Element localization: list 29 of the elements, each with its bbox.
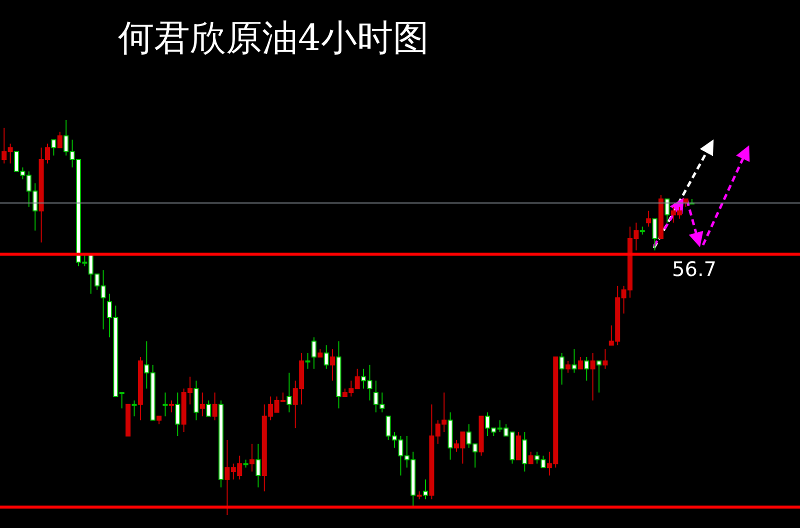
chart-title: 何君欣原油4小时图	[118, 17, 429, 61]
candlestick	[596, 360, 602, 394]
candlestick	[602, 348, 608, 370]
candlestick	[516, 432, 521, 460]
candlestick	[652, 218, 658, 251]
candlestick	[566, 360, 571, 374]
candlestick	[249, 443, 254, 472]
candlestick	[212, 392, 218, 421]
candlestick	[51, 139, 56, 156]
candlestick	[206, 400, 212, 417]
candlestick	[578, 356, 583, 370]
candlestick	[200, 392, 205, 417]
candlestick	[559, 352, 564, 386]
candlestick	[194, 380, 199, 421]
candlestick	[572, 348, 577, 374]
candlestick	[528, 451, 534, 464]
candlestick	[132, 400, 137, 417]
candlestick	[522, 432, 528, 472]
candlestick	[305, 352, 310, 370]
candlestick	[646, 210, 652, 228]
candlestick	[330, 348, 336, 382]
candlestick	[664, 198, 670, 224]
candlestick	[590, 352, 596, 401]
annotation: 56.7	[672, 257, 717, 281]
candlestick	[311, 336, 316, 370]
candlestick	[324, 344, 329, 370]
candlestick	[57, 131, 62, 148]
candlestick	[256, 443, 261, 488]
candlestick	[584, 356, 590, 382]
